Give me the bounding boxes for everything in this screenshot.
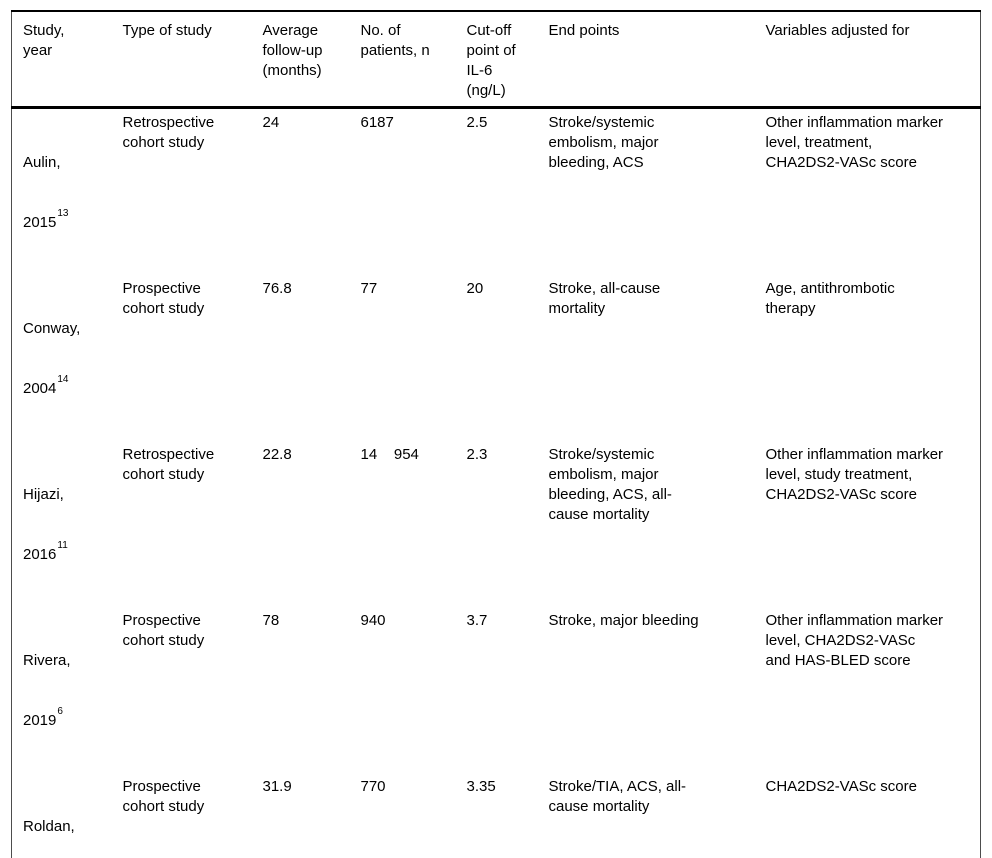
reference-superscript: 13 — [57, 208, 68, 219]
cutoff-il6-cell: 3.35 — [456, 773, 538, 858]
patients-n-cell: 14 954 — [350, 441, 456, 607]
col-header-no-of-patients: No. of patients, n — [350, 11, 456, 108]
col-header-type-of-study: Type of study — [112, 11, 252, 108]
patients-n-cell: 77 — [350, 275, 456, 441]
col-header-variables-adjusted: Variables adjusted for — [755, 11, 981, 108]
year-text: 2015 — [23, 214, 56, 231]
study-name: Hijazi, — [23, 485, 104, 505]
year-text: 2004 — [23, 380, 56, 397]
reference-superscript: 6 — [57, 706, 63, 717]
study-year: 201513 — [23, 213, 104, 233]
followup-months-cell: 24 — [252, 108, 350, 276]
followup-months-cell: 76.8 — [252, 275, 350, 441]
study-year-cell: Hijazi, 201611 — [12, 441, 112, 607]
end-points-cell: Stroke, all-cause mortality — [538, 275, 755, 441]
reference-superscript: 11 — [57, 540, 67, 551]
study-year-cell: Aulin, 201513 — [12, 108, 112, 276]
table-row-aulin-2015: Aulin, 201513 Retrospective cohort study… — [12, 108, 981, 276]
study-year: 200414 — [23, 379, 104, 399]
study-characteristics-table: Study, year Type of study Average follow… — [11, 10, 981, 858]
study-year-cell: Conway, 200414 — [12, 275, 112, 441]
type-of-study-cell: Prospective cohort study — [112, 275, 252, 441]
type-of-study-cell: Retrospective cohort study — [112, 441, 252, 607]
study-name: Conway, — [23, 319, 104, 339]
variables-adjusted-cell: Other inflammation marker level, CHA2DS2… — [755, 607, 981, 773]
table-row-rivera-2019: Rivera, 20196 Prospective cohort study 7… — [12, 607, 981, 773]
col-header-average-followup: Average follow-up (months) — [252, 11, 350, 108]
table-body: Aulin, 201513 Retrospective cohort study… — [12, 108, 981, 858]
col-header-study-year: Study, year — [12, 11, 112, 108]
table-row-roldan-2012: Roldan, 201215 Prospective cohort study … — [12, 773, 981, 858]
col-header-end-points: End points — [538, 11, 755, 108]
type-of-study-cell: Prospective cohort study — [112, 773, 252, 858]
cutoff-il6-cell: 20 — [456, 275, 538, 441]
cutoff-il6-cell: 3.7 — [456, 607, 538, 773]
reference-superscript: 14 — [57, 374, 68, 385]
table-row-hijazi-2016: Hijazi, 201611 Retrospective cohort stud… — [12, 441, 981, 607]
year-text: 2016 — [23, 546, 56, 563]
followup-months-cell: 78 — [252, 607, 350, 773]
end-points-cell: Stroke/systemic embolism, major bleeding… — [538, 108, 755, 276]
variables-adjusted-cell: CHA2DS2-VASc score — [755, 773, 981, 858]
end-points-cell: Stroke, major bleeding — [538, 607, 755, 773]
study-name: Rivera, — [23, 651, 104, 671]
cutoff-il6-cell: 2.5 — [456, 108, 538, 276]
variables-adjusted-cell: Other inflammation marker level, study t… — [755, 441, 981, 607]
study-year: 20196 — [23, 711, 104, 731]
patients-n-cell: 940 — [350, 607, 456, 773]
year-text: 2019 — [23, 712, 56, 729]
table-header: Study, year Type of study Average follow… — [12, 11, 981, 108]
study-year: 201611 — [23, 545, 104, 565]
study-name: Aulin, — [23, 153, 104, 173]
variables-adjusted-cell: Age, antithrombotic therapy — [755, 275, 981, 441]
end-points-cell: Stroke/TIA, ACS, all- cause mortality — [538, 773, 755, 858]
followup-months-cell: 31.9 — [252, 773, 350, 858]
study-year-cell: Roldan, 201215 — [12, 773, 112, 858]
variables-adjusted-cell: Other inflammation marker level, treatme… — [755, 108, 981, 276]
patients-n-cell: 770 — [350, 773, 456, 858]
type-of-study-cell: Retrospective cohort study — [112, 108, 252, 276]
study-name: Roldan, — [23, 817, 104, 837]
patients-n-cell: 6187 — [350, 108, 456, 276]
col-header-cutoff-il6: Cut-off point of IL-6 (ng/L) — [456, 11, 538, 108]
end-points-cell: Stroke/systemic embolism, major bleeding… — [538, 441, 755, 607]
study-year-cell: Rivera, 20196 — [12, 607, 112, 773]
header-row: Study, year Type of study Average follow… — [12, 11, 981, 108]
followup-months-cell: 22.8 — [252, 441, 350, 607]
type-of-study-cell: Prospective cohort study — [112, 607, 252, 773]
table-row-conway-2004: Conway, 200414 Prospective cohort study … — [12, 275, 981, 441]
cutoff-il6-cell: 2.3 — [456, 441, 538, 607]
